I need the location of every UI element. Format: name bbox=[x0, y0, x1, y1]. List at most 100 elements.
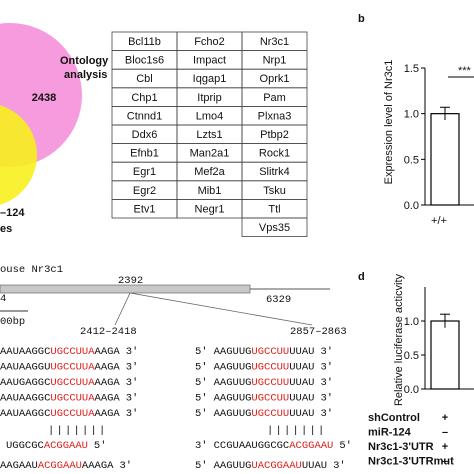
sequence-segment: UGCCUUA bbox=[50, 377, 95, 389]
sequence: 5′ AAGUUGUGCCUUUUAU 3′ bbox=[195, 362, 333, 374]
sequence: 5′ AAGUUGUGCCUUUUAU 3′ bbox=[195, 393, 333, 405]
cell-text: Mef2a bbox=[194, 166, 225, 178]
sequence-segment: 3′ bbox=[320, 377, 333, 389]
cell-text: Fcho2 bbox=[194, 36, 225, 48]
sequence: AAUAAGGCUGCCUUAAAGA 3′ bbox=[0, 346, 138, 358]
sequence-segment: ACGGAAU bbox=[44, 440, 88, 452]
sequence: UGGCGCACGGAAU 5′ bbox=[6, 440, 107, 452]
condition-sign: + bbox=[442, 441, 448, 453]
condition-name: Nr3c1-3'UTRmut bbox=[368, 456, 454, 468]
panel-letter: d bbox=[358, 271, 365, 283]
sequence-segment: 5′ bbox=[195, 460, 208, 472]
sequence-segment: 3′ bbox=[126, 408, 139, 420]
sequence-segment: 3′ bbox=[320, 346, 333, 358]
sequence-segment: 5′ bbox=[195, 408, 208, 420]
sequence-segment: AAGA bbox=[95, 362, 121, 374]
cell-text: Man2a1 bbox=[190, 148, 230, 160]
sequence-segment: AAGAAU bbox=[0, 460, 38, 472]
sequence-segment: 5′ bbox=[195, 346, 208, 358]
sequence-segment: AAGA bbox=[95, 408, 121, 420]
cell-text: Pam bbox=[263, 92, 286, 104]
sequence-segment: 3′ bbox=[320, 393, 333, 405]
sequence-segment: 5′ bbox=[94, 440, 107, 452]
cell-text: Ctnnd1 bbox=[127, 110, 162, 122]
cell-text: Bcl11b bbox=[128, 36, 161, 48]
sequence-segment: UUAU bbox=[302, 460, 327, 472]
venn-label: Ontology bbox=[60, 55, 109, 67]
sequence-segment: UGCCUU bbox=[251, 362, 289, 374]
sequence-segment: UACGGAAU bbox=[251, 460, 301, 472]
cell-text: Egr2 bbox=[133, 185, 156, 197]
cell-text: Bloc1s6 bbox=[125, 55, 164, 67]
cell-text: Egr1 bbox=[133, 166, 156, 178]
cell-text: Mib1 bbox=[198, 185, 222, 197]
cell-text: Lmo4 bbox=[196, 110, 224, 122]
sequence-segment: 5′ bbox=[195, 377, 208, 389]
cell-text: Cbl bbox=[136, 73, 153, 85]
sequence-segment: AAGA bbox=[95, 393, 121, 405]
sequence: AAUAAGGCUGCCUUAAAGA 3′ bbox=[0, 408, 138, 420]
bar bbox=[430, 113, 460, 206]
gene-start: 4 bbox=[0, 293, 6, 305]
sequence-segment: UGCCUUA bbox=[50, 393, 95, 405]
sequence-segment: 3′ bbox=[119, 460, 132, 472]
sequence-segment: 3′ bbox=[320, 408, 333, 420]
x-tick-label: +/+ bbox=[431, 215, 447, 227]
y-tick-label: 1.5 bbox=[404, 63, 419, 75]
sequence: 5′ AAGUUGUACGGAAUUUAU 3′ bbox=[195, 460, 346, 472]
condition-name: Nr3c1-3'UTR bbox=[368, 441, 434, 453]
sequence-segment: 3′ bbox=[126, 393, 139, 405]
cell-text: Rock1 bbox=[259, 148, 290, 160]
sequence-segment: UGCCUU bbox=[251, 408, 289, 420]
sequence-segment: UGCCUU bbox=[251, 377, 289, 389]
sequence-segment: AAGUUG bbox=[214, 408, 252, 420]
pairing: ||||||| bbox=[267, 425, 327, 437]
y-tick-label: 1.0 bbox=[404, 316, 419, 328]
cell-text: Itprip bbox=[197, 92, 221, 104]
site-label: 2412–2418 bbox=[80, 326, 137, 338]
cell-text: Oprk1 bbox=[260, 73, 290, 85]
sequence-segment: AAUAAGGC bbox=[0, 393, 50, 405]
bar bbox=[430, 320, 460, 390]
sequence-segment: UUAU bbox=[289, 346, 314, 358]
panel-d: 0.0 0.5 1.0 shControl + miR-124 –Nr3c1-3'UTR + N… bbox=[368, 287, 474, 468]
sequence-segment: ACGGAAU bbox=[38, 460, 82, 472]
cell-text: Ddx6 bbox=[132, 129, 158, 141]
cell-text: Nr3c1 bbox=[260, 36, 289, 48]
venn-circle bbox=[0, 105, 37, 205]
sequence-segment: AAGUUG bbox=[214, 346, 252, 358]
y-tick-label: 0.0 bbox=[404, 384, 419, 396]
scale-label: 00bp bbox=[0, 316, 25, 328]
sequence-segment: CCGUAAUGGCGC bbox=[214, 440, 290, 452]
sequence-segment: AAGUUG bbox=[214, 393, 252, 405]
condition-name: miR-124 bbox=[368, 427, 412, 439]
sequence-segment: AAUAAGGC bbox=[0, 408, 50, 420]
sequences: AAUAAGGCUGCCUUAAAGA 3′AAUAAGGUUGCCUUAAAGA… bbox=[0, 346, 352, 472]
cell-text: Impact bbox=[193, 55, 226, 67]
cell-text: Efnb1 bbox=[130, 148, 159, 160]
y-axis-label: Relative luciferase acticvity bbox=[393, 273, 405, 406]
sequence-segment: 5′ bbox=[195, 362, 208, 374]
sequence-segment: UGCCUUA bbox=[50, 362, 95, 374]
sequence-segment: AAGA bbox=[95, 346, 121, 358]
venn-label: analysis bbox=[64, 69, 107, 81]
condition-name: shControl bbox=[368, 412, 420, 424]
venn-fragment: –124 bbox=[0, 207, 25, 219]
gene-table: Bcl11b Fcho2 Nr3c1 Bloc1s6 Impact Nrp1 Cbl Iqga… bbox=[111, 31, 308, 238]
gene-title: ouse Nr3c1 bbox=[0, 264, 63, 276]
y-axis-label: Expression level of Nr3c1 bbox=[383, 60, 395, 185]
y-tick-label: 0.5 bbox=[404, 154, 419, 166]
sequence-segment: AAUGAGGC bbox=[0, 377, 50, 389]
sequence: AAUAAGGCUGCCUUAAAGA 3′ bbox=[0, 393, 138, 405]
sequence-segment: UUAU bbox=[289, 408, 314, 420]
sequence-segment: 5′ bbox=[195, 393, 208, 405]
condition-sign: – bbox=[442, 427, 448, 439]
sequence-segment: UGCCUUA bbox=[50, 408, 95, 420]
panel-letter: b bbox=[358, 13, 365, 25]
cell-text: Ttl bbox=[268, 203, 280, 215]
cell-text: Vps35 bbox=[259, 222, 290, 234]
venn-count: 2438 bbox=[32, 92, 56, 104]
y-tick-label: 0.0 bbox=[404, 200, 419, 212]
cell-text: Etv1 bbox=[133, 203, 155, 215]
